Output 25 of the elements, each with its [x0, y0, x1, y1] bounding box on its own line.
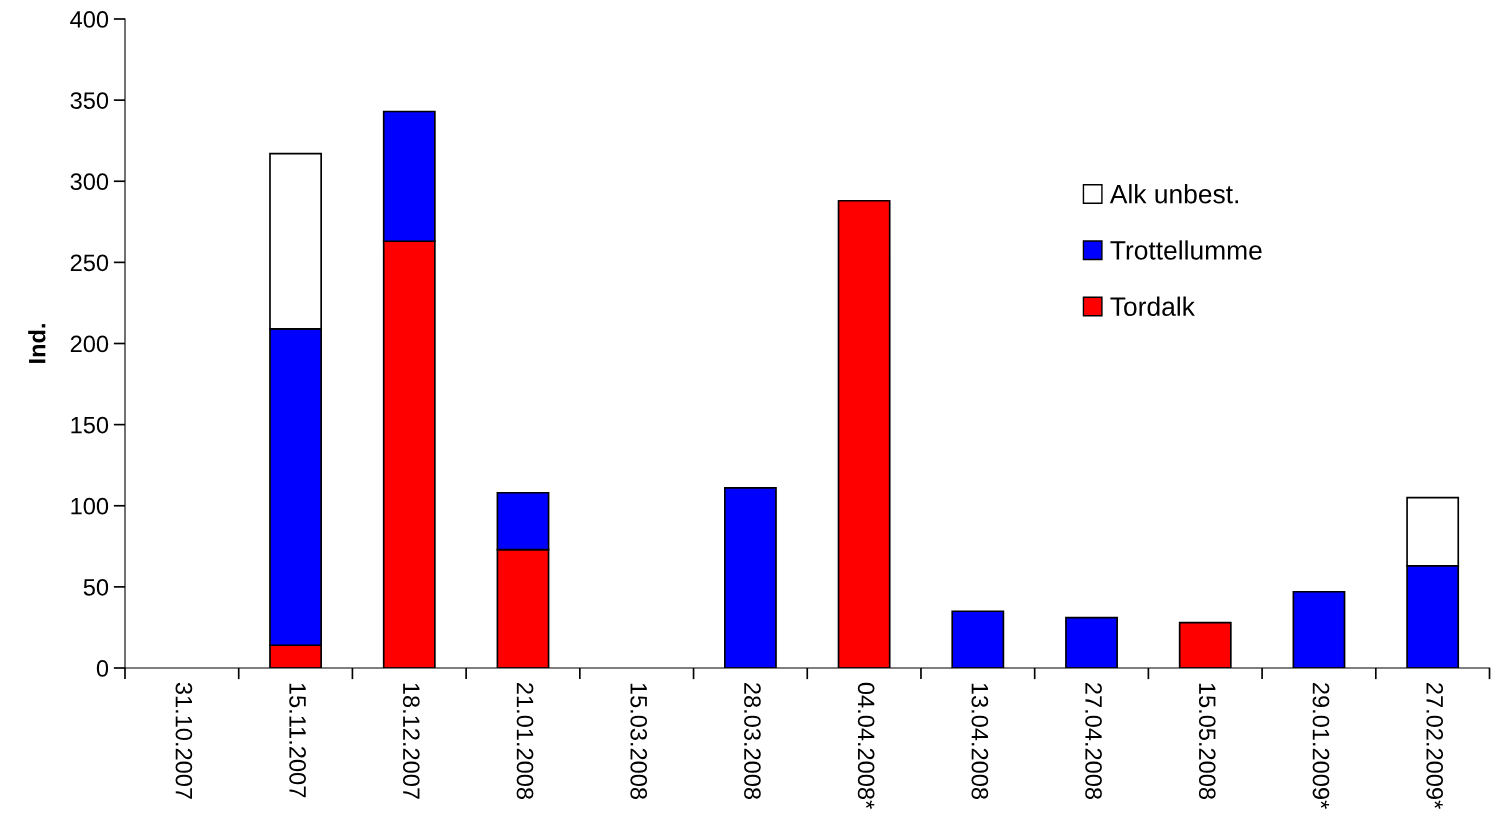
x-tick-label: 28.03.2008	[744, 683, 761, 800]
y-tick-label: 400	[70, 11, 109, 28]
x-tick-label: 21.01.2008	[516, 683, 534, 800]
x-tick-label: 13.04.2008	[971, 683, 989, 800]
legend-label: Alk unbest.	[1109, 184, 1238, 204]
y-tick-label: 50	[83, 578, 109, 596]
x-tick-label: 15.05.2008	[1198, 683, 1216, 800]
x-tick-label: 27.02.2009*	[1426, 683, 1444, 809]
y-tick-label: 200	[70, 335, 109, 353]
x-tick-label: 27.04.2008	[1085, 683, 1102, 800]
y-tick-label: 150	[71, 416, 109, 434]
x-tick-label: 04.04.2008*	[857, 682, 875, 809]
x-tick-label: 31.10.2007	[175, 682, 193, 799]
y-tick-label: 0	[96, 660, 109, 677]
x-tick-label: 15.03.2008	[630, 683, 648, 800]
y-tick-label: 250	[70, 254, 109, 272]
y-tick-label: 350	[70, 92, 109, 109]
y-tick-label: 100	[71, 497, 109, 515]
x-tick-label: 15.11.2007	[289, 683, 306, 798]
y-tick-label: 300	[70, 173, 109, 191]
y-axis-title: Ind.	[28, 324, 46, 363]
legend-label: Tordalk	[1110, 296, 1195, 316]
legend-label: Trottellumme	[1110, 240, 1262, 260]
x-tick-label: 18.12.2007	[402, 683, 420, 799]
x-tick-label: 29.01.2009*	[1312, 683, 1330, 809]
